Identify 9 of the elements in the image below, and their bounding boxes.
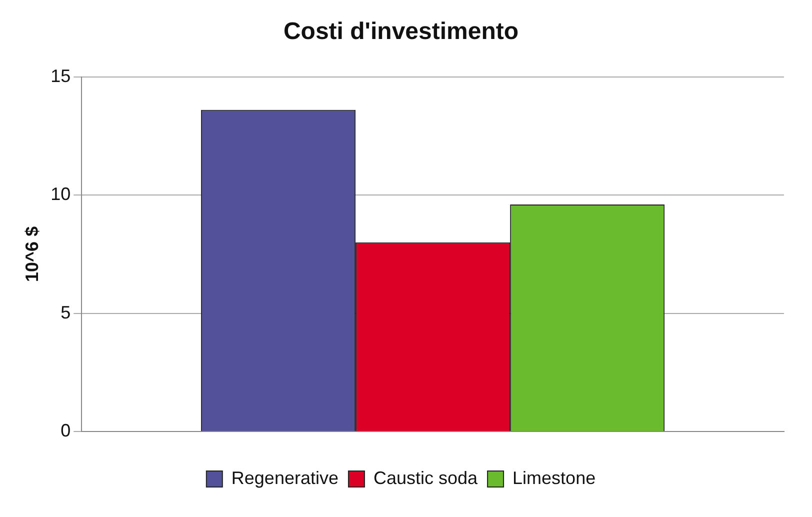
legend-label: Regenerative [231,468,338,488]
chart-title: Costi d'investimento [283,18,519,46]
y-tick-label: 15 [50,66,71,86]
legend-label: Caustic soda [373,468,479,488]
legend-label: Limestone [512,468,596,488]
y-axis-title: 10^6 $ [22,226,42,282]
y-tick-label: 0 [60,420,71,441]
y-tick-label: 5 [60,302,71,322]
y-tick-label: 10 [50,184,71,204]
